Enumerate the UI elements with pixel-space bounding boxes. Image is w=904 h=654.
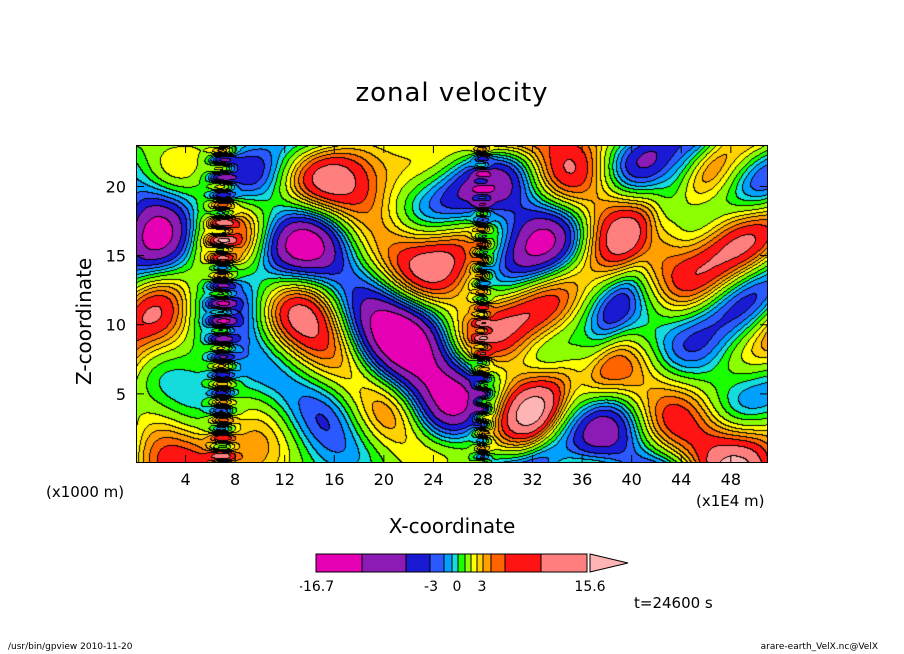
y-tick-label: 15 (106, 247, 126, 266)
colorbar-tick-label: 0 (453, 579, 462, 595)
x-tick-label: 36 (572, 470, 592, 489)
footer-file: arare-earth_VelX.nc@VelX (760, 642, 878, 652)
colorbar-swatch (443, 553, 453, 573)
y-tick-label: 5 (116, 385, 126, 404)
velocity-field (137, 146, 767, 462)
x-tick-label: 8 (230, 470, 240, 489)
colorbar-min-label: -16.7 (300, 579, 334, 595)
x-tick-label: 44 (671, 470, 691, 489)
x-tick-label: 40 (622, 470, 642, 489)
colorbar-max-label: 15.6 (574, 579, 605, 595)
x-tick-label: 24 (423, 470, 443, 489)
x-axis-label: X-coordinate (388, 514, 516, 538)
colorbar-boxes (315, 553, 588, 573)
colorbar-swatch (482, 553, 492, 573)
x-axis-unit-right: (x1E4 m) (696, 492, 765, 510)
x-tick-label: 48 (721, 470, 741, 489)
x-tick-label: 16 (324, 470, 344, 489)
colorbar-swatch (540, 553, 588, 573)
colorbar-swatch (470, 553, 478, 573)
colorbar-swatch (490, 553, 506, 573)
colorbar-tick-label: -3 (424, 579, 438, 595)
colorbar-swatch (451, 553, 459, 573)
colorbar-swatch (464, 553, 472, 573)
colorbar-swatch (405, 553, 431, 573)
x-tick-label: 4 (180, 470, 190, 489)
x-tick-label: 32 (522, 470, 542, 489)
colorbar-swatch (476, 553, 484, 573)
colorbar-swatch (457, 553, 466, 573)
colorbar-swatch (429, 553, 445, 573)
colorbar-swatch (315, 553, 363, 573)
colorbar-swatch (361, 553, 407, 573)
footer-program: /usr/bin/gpview 2010-11-20 (8, 642, 133, 652)
x-axis-unit-left: (x1000 m) (46, 483, 125, 501)
colorbar-swatch (504, 553, 542, 573)
x-tick-label: 20 (374, 470, 394, 489)
y-tick-label: 20 (106, 177, 126, 196)
x-tick-label: 28 (473, 470, 493, 489)
colorbar-tick-label: 3 (478, 579, 487, 595)
y-tick-label: 10 (106, 316, 126, 335)
y-axis-label: Z-coordinate (72, 257, 96, 385)
chart-title: zonal velocity (355, 78, 549, 108)
plot-area (136, 145, 768, 463)
x-tick-label: 12 (275, 470, 295, 489)
colorbar-arrow (589, 553, 629, 573)
colorbar: -16.7 15.6 -3 0 3 (300, 553, 629, 595)
time-annotation: t=24600 s (634, 594, 713, 612)
